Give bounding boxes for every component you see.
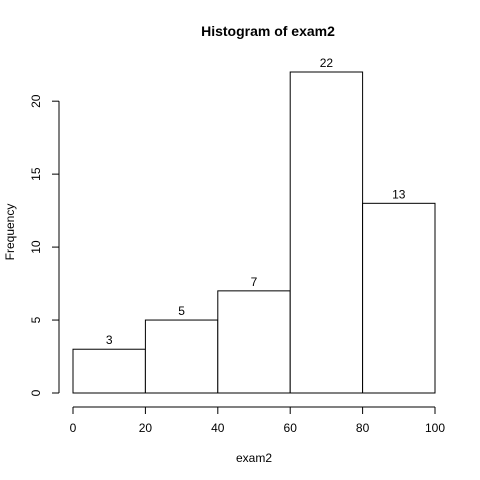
x-tick-label: 80: [356, 421, 370, 435]
x-axis: 0 20 40 60 80 100: [70, 406, 445, 435]
chart-title: Histogram of exam2: [201, 23, 335, 39]
bar-data-label: 7: [251, 275, 258, 289]
bar-data-label: 3: [106, 333, 113, 347]
histogram-bars: [72, 71, 436, 394]
x-tick-label: 60: [284, 421, 298, 435]
x-tick-label: 20: [139, 421, 153, 435]
histogram-bar: [144, 319, 219, 394]
bar-data-labels: 3 5 7 22 13: [106, 56, 406, 347]
bar-data-label: 22: [320, 56, 334, 70]
histogram-bar: [289, 71, 364, 394]
y-tick-label: 5: [29, 316, 43, 323]
histogram-bar: [72, 348, 146, 394]
histogram-bar: [217, 290, 291, 394]
bar-data-label: 5: [178, 304, 185, 318]
y-tick-label: 15: [29, 167, 43, 181]
y-tick-label: 20: [29, 94, 43, 108]
bar-data-label: 13: [392, 187, 406, 201]
x-tick-label: 100: [425, 421, 445, 435]
x-tick-label: 40: [211, 421, 225, 435]
y-tick-label: 0: [29, 389, 43, 396]
y-tick-label: 10: [29, 240, 43, 254]
histogram-bar: [362, 202, 436, 394]
x-axis-label: exam2: [236, 451, 272, 465]
y-axis: 0 5 10 15 20: [29, 94, 60, 396]
x-tick-label: 0: [70, 421, 77, 435]
y-axis-label: Frequency: [3, 204, 17, 261]
